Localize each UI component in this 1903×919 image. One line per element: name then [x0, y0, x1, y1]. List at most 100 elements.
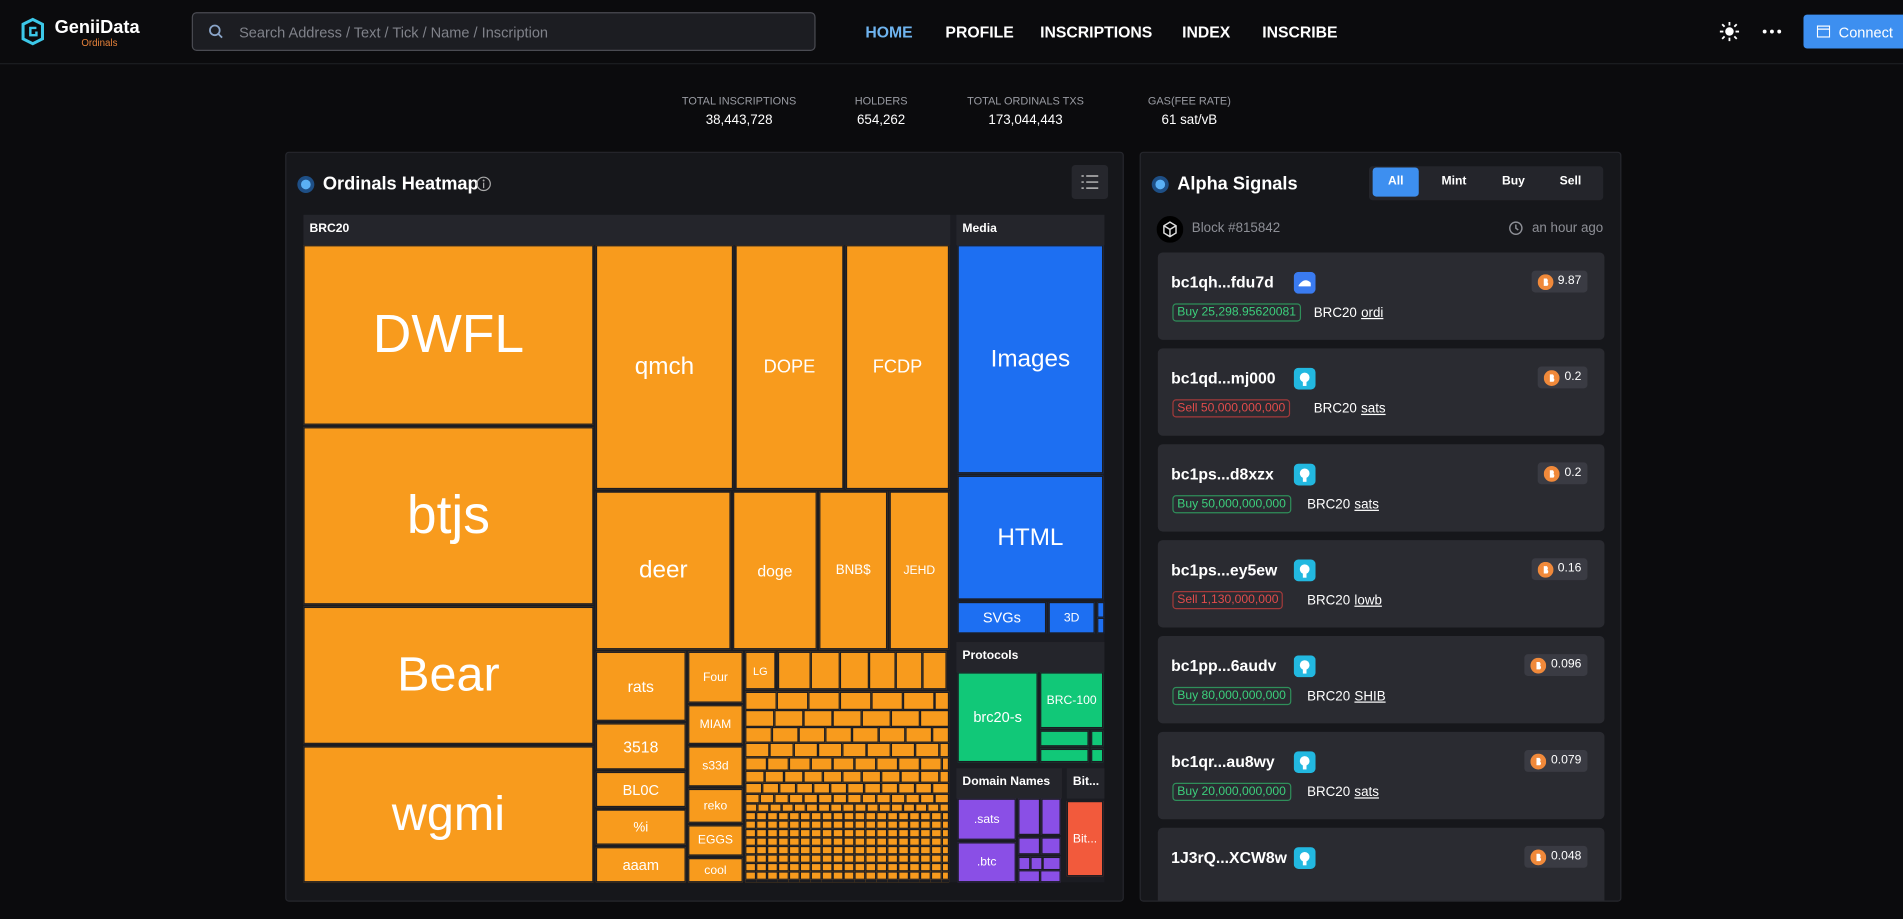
treemap-cell[interactable]: [745, 820, 757, 829]
treemap-cell[interactable]: [832, 837, 844, 846]
treemap-cell[interactable]: [876, 811, 888, 821]
treemap-cell[interactable]: [919, 845, 931, 855]
treemap-cell[interactable]: [788, 757, 811, 771]
treemap-cell[interactable]: [876, 828, 888, 838]
treemap-cell[interactable]: [1041, 798, 1061, 835]
signal-card[interactable]: bc1qr...au8wy 0.079 Buy 20,000,000,000 BRC2…: [1157, 731, 1605, 820]
more-menu[interactable]: [1762, 29, 1782, 34]
treemap-cell[interactable]: [919, 770, 940, 783]
treemap-cell[interactable]: [810, 837, 822, 846]
treemap-cell[interactable]: [756, 811, 768, 821]
treemap-cell[interactable]: [821, 837, 833, 846]
treemap-cell[interactable]: [799, 828, 811, 838]
treemap-cell[interactable]: [865, 828, 877, 838]
treemap-cell[interactable]: [767, 871, 778, 880]
treemap-cell[interactable]: [832, 793, 848, 804]
treemap-cell[interactable]: [919, 854, 931, 863]
treemap-cell[interactable]: [865, 811, 877, 821]
nav-link[interactable]: HOME: [865, 23, 913, 42]
treemap-cell[interactable]: [915, 782, 933, 794]
nav-link[interactable]: INSCRIBE: [1262, 23, 1338, 42]
treemap-cell[interactable]: [854, 837, 866, 846]
treemap-cell[interactable]: [881, 770, 901, 783]
treemap-cell[interactable]: [919, 820, 931, 829]
treemap-cell[interactable]: [909, 871, 920, 880]
treemap-cell[interactable]: SVGs: [957, 601, 1047, 634]
treemap-cell[interactable]: [767, 837, 778, 846]
treemap-cell[interactable]: [799, 862, 811, 872]
theme-toggle[interactable]: [1719, 21, 1740, 42]
treemap-cell[interactable]: [832, 862, 844, 872]
treemap-cell[interactable]: [745, 782, 763, 794]
treemap-cell[interactable]: [887, 854, 899, 863]
tab[interactable]: Mint: [1441, 174, 1467, 189]
treemap-cell[interactable]: reko: [688, 788, 743, 823]
treemap-cell[interactable]: [784, 770, 804, 783]
treemap-cell[interactable]: [771, 726, 799, 743]
treemap-cell[interactable]: [900, 770, 920, 783]
treemap-cell[interactable]: [756, 862, 768, 872]
treemap-cell[interactable]: [934, 793, 950, 804]
treemap-cell[interactable]: Images: [957, 245, 1104, 474]
treemap-cell[interactable]: [1091, 730, 1104, 747]
treemap-cell[interactable]: [847, 793, 862, 804]
treemap-cell[interactable]: [854, 811, 866, 821]
treemap-cell[interactable]: [890, 803, 903, 812]
treemap-cell[interactable]: [854, 820, 866, 829]
treemap-cell[interactable]: DWFL: [303, 245, 594, 425]
treemap-cell[interactable]: [1042, 856, 1061, 871]
treemap-cell[interactable]: [898, 828, 910, 838]
treemap-cell[interactable]: MIAM: [688, 705, 743, 744]
treemap-cell[interactable]: [898, 811, 910, 821]
treemap-cell[interactable]: [799, 845, 811, 855]
treemap-cell[interactable]: [830, 803, 843, 812]
treemap-cell[interactable]: [1030, 856, 1043, 871]
treemap-cell[interactable]: [930, 862, 942, 872]
treemap-cell[interactable]: [881, 782, 899, 794]
treemap-cell[interactable]: [777, 845, 789, 855]
treemap-cell[interactable]: [777, 651, 811, 690]
treemap-cell[interactable]: [1040, 730, 1089, 747]
treemap-cell[interactable]: [930, 820, 942, 829]
treemap-cell[interactable]: [777, 854, 789, 863]
treemap-cell[interactable]: [939, 803, 950, 812]
treemap-cell[interactable]: [847, 782, 865, 794]
treemap-cell[interactable]: [898, 871, 910, 880]
tab[interactable]: Buy: [1501, 174, 1525, 189]
treemap-cell[interactable]: [788, 811, 800, 821]
tab[interactable]: All: [1372, 167, 1419, 197]
treemap-cell[interactable]: [887, 837, 899, 846]
treemap-cell[interactable]: [832, 828, 844, 838]
treemap-cell[interactable]: [861, 793, 877, 804]
treemap-cell[interactable]: [898, 862, 910, 872]
treemap-cell[interactable]: [821, 845, 833, 855]
treemap-cell[interactable]: [818, 803, 831, 812]
treemap-cell[interactable]: [865, 862, 877, 872]
treemap-cell[interactable]: [764, 770, 785, 783]
treemap-cell[interactable]: [930, 854, 942, 863]
signal-ticker[interactable]: lowb: [1354, 593, 1382, 609]
treemap-cell[interactable]: [745, 854, 757, 863]
treemap-cell[interactable]: [865, 871, 877, 880]
treemap-cell[interactable]: [774, 709, 804, 727]
treemap-cell[interactable]: [788, 828, 800, 838]
treemap-cell[interactable]: [788, 862, 800, 872]
treemap-cell[interactable]: [854, 871, 866, 880]
treemap-cell[interactable]: [808, 691, 840, 710]
treemap-cell[interactable]: [941, 862, 950, 872]
treemap-cell[interactable]: [939, 742, 950, 758]
treemap-cell[interactable]: HTML: [957, 475, 1104, 600]
treemap-cell[interactable]: [745, 837, 757, 846]
signal-card[interactable]: bc1ps...ey5ew 0.16 Sell 1,130,000,000 BRC20…: [1157, 540, 1605, 628]
treemap-cell[interactable]: [767, 828, 778, 838]
treemap-cell[interactable]: [854, 757, 877, 771]
treemap-cell[interactable]: [793, 803, 806, 812]
treemap-cell[interactable]: [756, 845, 768, 855]
nav-link[interactable]: INDEX: [1182, 23, 1231, 42]
treemap-cell[interactable]: [898, 879, 910, 883]
treemap-cell[interactable]: [934, 691, 950, 710]
treemap-cell[interactable]: [745, 828, 757, 838]
treemap-cell[interactable]: [887, 879, 899, 883]
treemap-cell[interactable]: [930, 879, 942, 883]
treemap-cell[interactable]: [839, 651, 869, 690]
